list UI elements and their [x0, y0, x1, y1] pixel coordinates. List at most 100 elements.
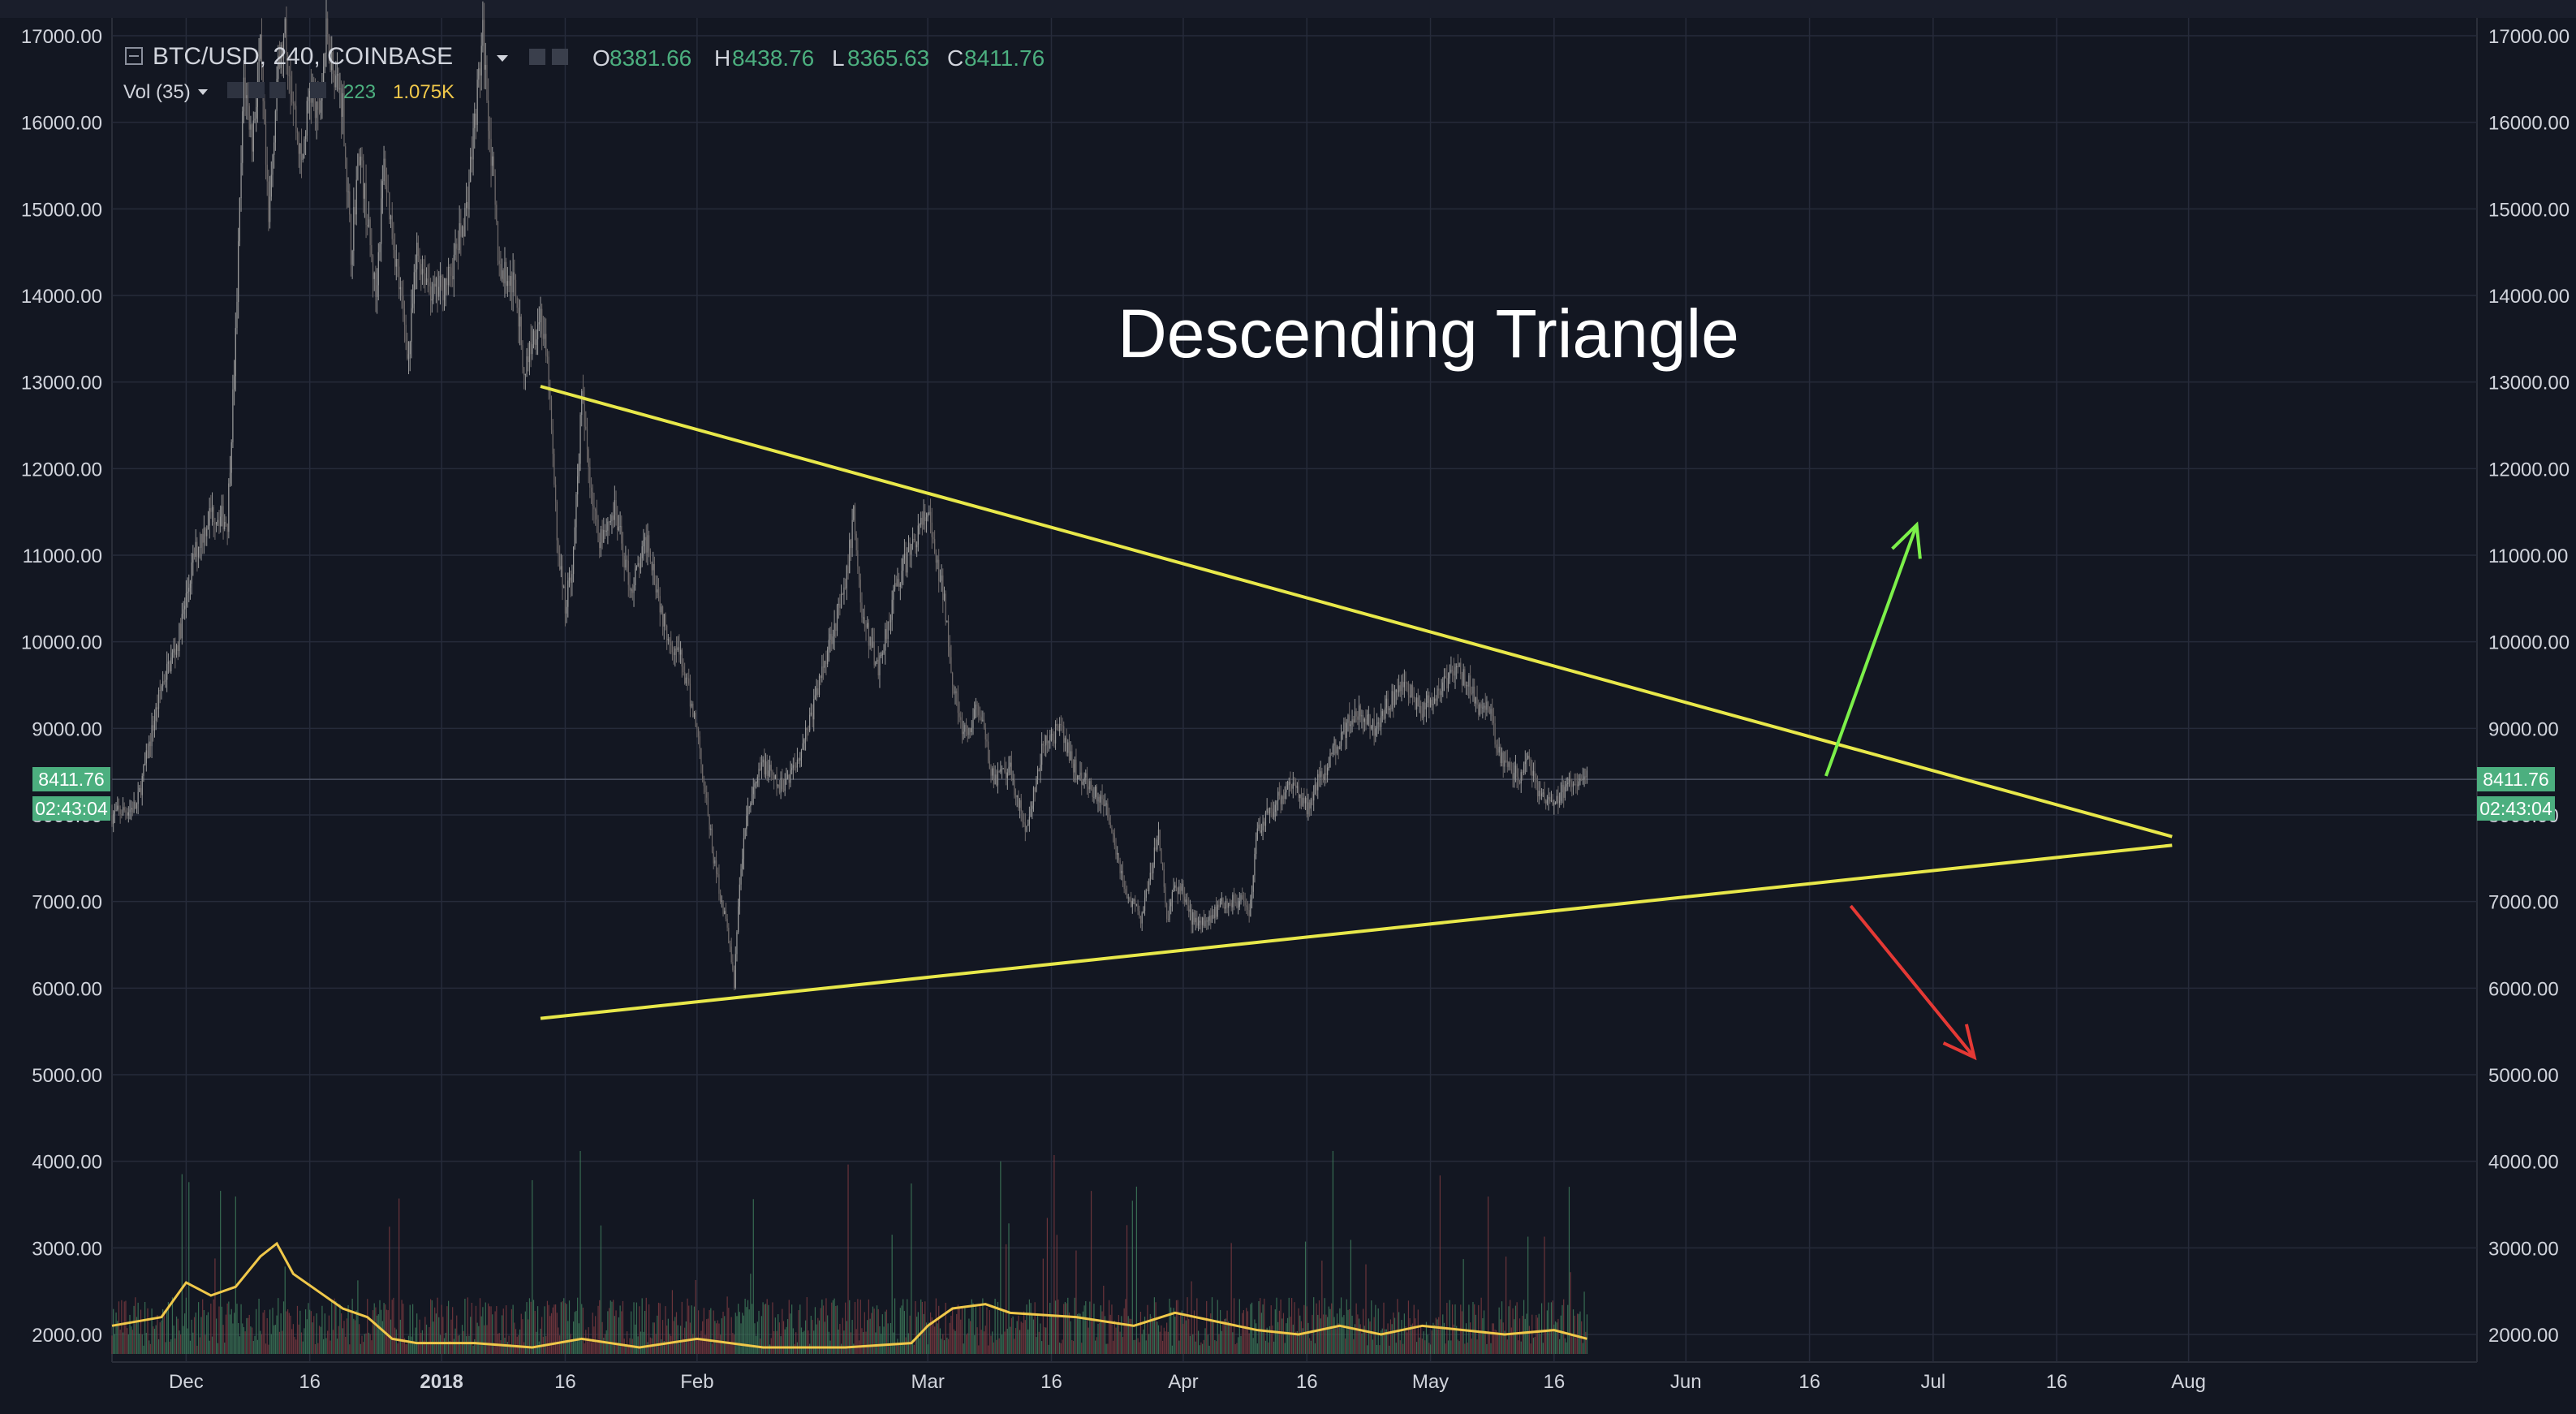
volume-bar [1502, 1322, 1504, 1354]
volume-bar [549, 1316, 551, 1354]
candle-body [486, 64, 488, 101]
eye-icon[interactable] [529, 49, 545, 65]
close-icon[interactable] [310, 82, 326, 98]
candle-body [1526, 758, 1527, 762]
volume-bar [599, 1300, 601, 1354]
volume-bar [292, 1324, 294, 1354]
candle-body [577, 476, 579, 495]
candle-body [1173, 887, 1174, 892]
volume-bar [742, 1313, 743, 1354]
candle-body [954, 691, 956, 694]
price-tick-label: 14000.00 [2488, 286, 2570, 308]
volume-bar [309, 1309, 311, 1354]
candle-body [379, 244, 381, 252]
collapse-icon[interactable] [125, 47, 143, 65]
volume-bar [1327, 1317, 1329, 1354]
volume-bar [342, 1328, 343, 1354]
candle-body [300, 143, 303, 160]
candle-body [796, 759, 799, 768]
volume-bar [1351, 1315, 1353, 1354]
candle-body [1331, 753, 1333, 755]
candle-body [1044, 745, 1045, 747]
candle-body [566, 606, 567, 614]
volume-bar [1575, 1337, 1577, 1354]
candle-body [1246, 905, 1247, 907]
candle-body [575, 494, 577, 528]
volume-bar [520, 1313, 522, 1354]
candle-body [214, 522, 216, 525]
volume-bar [1425, 1321, 1428, 1354]
volume-bar [1304, 1241, 1307, 1354]
time-axis[interactable]: Dec 16 2018 16 Feb Mar 16 Apr 16 May 16 Jun 16 Jul 16 A… [169, 1371, 2206, 1393]
volume-bar [321, 1305, 323, 1354]
volume-bar [198, 1302, 200, 1354]
candle-body [750, 803, 752, 807]
settings-icon[interactable] [248, 82, 265, 98]
volume-bar [792, 1328, 794, 1354]
chevron-down-icon[interactable] [497, 55, 508, 62]
volume-bar [314, 1343, 317, 1354]
volume-title[interactable]: Vol (35) [123, 81, 191, 103]
volume-bar [1026, 1304, 1027, 1354]
volume-bar [845, 1302, 846, 1354]
chevron-down-icon[interactable] [198, 89, 208, 95]
candle-body [584, 403, 585, 427]
candle-body [166, 663, 168, 680]
candle-body [383, 158, 385, 182]
volume-bar [1554, 1321, 1557, 1354]
volume-bar [401, 1300, 403, 1354]
more-icon[interactable] [269, 82, 286, 98]
candle-body [889, 621, 890, 623]
volume-bar [1475, 1314, 1476, 1354]
volume-bar [506, 1342, 508, 1354]
eye-icon[interactable] [227, 82, 243, 98]
volume-bar [1048, 1344, 1049, 1354]
volume-bar [905, 1337, 907, 1354]
candle-body [468, 181, 470, 210]
volume-bar [397, 1343, 398, 1354]
volume-bar [1252, 1338, 1254, 1354]
volume-bar [1488, 1332, 1490, 1354]
candle-body [1367, 714, 1368, 725]
top-toolbar[interactable] [0, 0, 2576, 18]
volume-bar [1492, 1323, 1493, 1354]
candle-body [1359, 705, 1361, 717]
symbol-title[interactable]: BTC/USD, 240, COINBASE [153, 43, 453, 70]
volume-bar [465, 1336, 467, 1354]
volume-bar [522, 1319, 523, 1354]
volume-bar [1086, 1320, 1088, 1354]
volume-bar [709, 1309, 710, 1354]
volume-bar [724, 1316, 726, 1354]
volume-bar [351, 1298, 353, 1354]
volume-bar [1269, 1326, 1271, 1354]
volume-bar [136, 1317, 138, 1354]
volume-bar [216, 1318, 218, 1354]
volume-bar [403, 1338, 406, 1354]
candle-body [1238, 901, 1240, 907]
candle-body [905, 553, 907, 573]
volume-bar [541, 1317, 543, 1354]
time-tick-label: 16 [1543, 1371, 1565, 1393]
candle-body [827, 649, 829, 665]
candle-body [659, 596, 661, 613]
candle-body [893, 589, 894, 600]
candle-body [938, 559, 940, 581]
volume-bar [424, 1317, 426, 1354]
settings-icon[interactable] [552, 49, 568, 65]
price-tick-label: 12000.00 [21, 459, 102, 481]
volume-bar [1218, 1334, 1220, 1354]
candle-body [1421, 713, 1423, 718]
volume-legend[interactable]: Vol (35) 223 1.075K [123, 81, 454, 103]
candle-body [542, 334, 544, 339]
symbol-legend[interactable]: BTC/USD, 240, COINBASE O 8381.66 H 8438.… [125, 43, 1045, 71]
volume-bar [931, 1317, 933, 1354]
volume-bar [1291, 1298, 1293, 1354]
volume-bar [566, 1304, 567, 1354]
candle-body [1153, 847, 1155, 865]
volume-bar [1175, 1300, 1178, 1354]
candle-body [706, 792, 708, 798]
volume-bar [282, 1301, 285, 1354]
candle-body [292, 101, 294, 104]
volume-bar [327, 1330, 329, 1354]
